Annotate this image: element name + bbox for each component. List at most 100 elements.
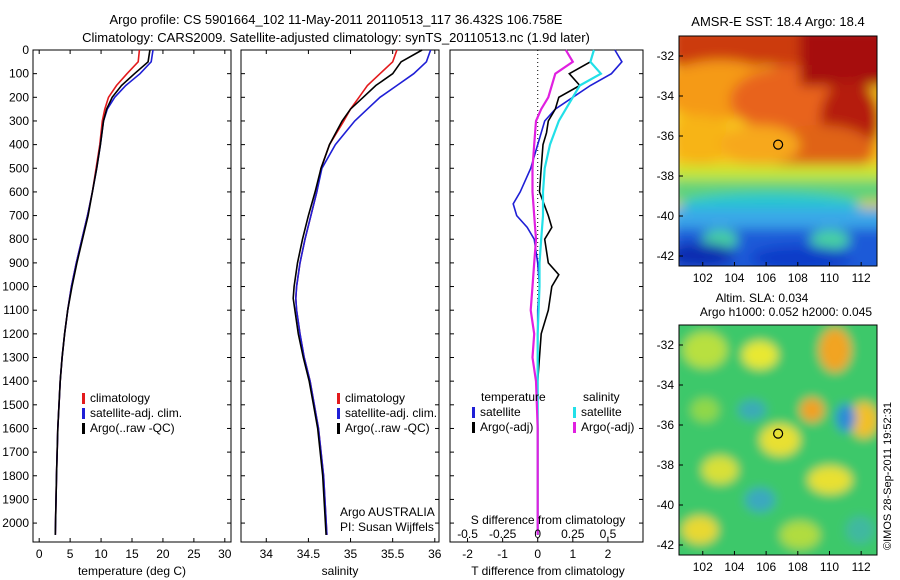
difference-legend-swatch bbox=[472, 407, 475, 418]
sla-map-title-line1: Altim. SLA: 0.034 bbox=[716, 291, 809, 305]
x-tick-label: 34.5 bbox=[297, 547, 321, 561]
map-lon-tick-label: 108 bbox=[788, 560, 808, 574]
difference-legend-label: satellite bbox=[480, 405, 521, 419]
depth-tick-label: 1400 bbox=[2, 374, 29, 388]
s-difference-tick-label: 0 bbox=[534, 527, 541, 541]
map-lon-tick-label: 102 bbox=[693, 560, 713, 574]
sst-argo-location-marker bbox=[773, 139, 784, 150]
s-difference-tick-label: 0.5 bbox=[600, 527, 617, 541]
map-lon-tick-label: 110 bbox=[820, 560, 839, 574]
temperature-legend-label: climatology bbox=[90, 391, 150, 405]
sst-map-title: AMSR-E SST: 18.4 Argo: 18.4 bbox=[691, 14, 864, 29]
s-difference-tick-label: -0.25 bbox=[489, 527, 517, 541]
depth-tick-label: 800 bbox=[9, 232, 29, 246]
depth-tick-label: 400 bbox=[9, 138, 29, 152]
map-lon-tick-label: 106 bbox=[756, 271, 776, 285]
imos-timestamp-label: ©IMOS 28-Sep-2011 19:52:31 bbox=[882, 402, 894, 550]
map-lon-tick-label: 108 bbox=[788, 271, 808, 285]
map-lat-tick-label: -36 bbox=[657, 129, 675, 143]
depth-tick-label: 1100 bbox=[3, 303, 29, 317]
x-tick-label: 0 bbox=[36, 547, 43, 561]
temperature-legend-label: Argo(..raw -QC) bbox=[90, 421, 175, 435]
map-lat-tick-label: -32 bbox=[657, 338, 675, 352]
x-tick-label: 36 bbox=[428, 547, 442, 561]
series-line bbox=[292, 49, 423, 535]
x-tick-label: 35 bbox=[344, 547, 358, 561]
salinity-legend-swatch bbox=[337, 393, 340, 404]
t-difference-axis-label: T difference from climatology bbox=[471, 564, 625, 578]
map-lon-tick-label: 112 bbox=[852, 271, 871, 285]
depth-tick-label: 2000 bbox=[2, 516, 29, 530]
figure-title-line1: Argo profile: CS 5901664_102 11-May-2011… bbox=[110, 12, 563, 27]
map-lat-tick-label: -42 bbox=[657, 538, 675, 552]
depth-tick-label: 500 bbox=[9, 161, 29, 175]
map-lat-tick-label: -40 bbox=[657, 209, 675, 223]
salinity-axis-label: salinity bbox=[322, 564, 359, 578]
depth-tick-label: 700 bbox=[9, 209, 29, 223]
x-tick-label: 15 bbox=[125, 547, 139, 561]
map-lat-tick-label: -32 bbox=[657, 49, 675, 63]
map-lat-tick-label: -42 bbox=[657, 249, 675, 263]
x-tick-label: 35.5 bbox=[381, 547, 405, 561]
map-lat-tick-label: -34 bbox=[657, 89, 675, 103]
x-tick-label: 10 bbox=[94, 547, 108, 561]
depth-tick-label: 1000 bbox=[2, 280, 29, 294]
depth-tick-label: 100 bbox=[9, 67, 29, 81]
difference-panel-frame bbox=[449, 49, 644, 543]
salinity-legend-label: climatology bbox=[345, 391, 405, 405]
difference-legend-swatch bbox=[472, 422, 475, 433]
map-lat-tick-label: -38 bbox=[657, 458, 675, 472]
map-lat-tick-label: -34 bbox=[657, 378, 675, 392]
depth-tick-label: 1700 bbox=[2, 445, 29, 459]
difference-legend-label: satellite bbox=[581, 405, 622, 419]
t-difference-tick-label: 2 bbox=[605, 547, 612, 561]
figure-title-line2: Climatology: CARS2009. Satellite-adjuste… bbox=[82, 30, 590, 45]
depth-tick-label: 0 bbox=[22, 43, 29, 57]
sst-map-heatmap bbox=[679, 36, 877, 266]
depth-tick-label: 1300 bbox=[2, 351, 29, 365]
depth-tick-label: 600 bbox=[9, 185, 29, 199]
difference-series-line bbox=[529, 49, 575, 535]
salinity-legend-swatch bbox=[337, 423, 340, 434]
sla-map-heatmap bbox=[679, 325, 877, 555]
temperature-legend-swatch bbox=[82, 408, 85, 419]
salinity-plot: 34 34.5 35 35.5 36 climatologysatellite-adj. … bbox=[260, 49, 442, 561]
depth-tick-label: 1600 bbox=[2, 421, 29, 435]
salinity-legend-swatch bbox=[337, 408, 340, 419]
t-difference-tick-label: 0 bbox=[534, 547, 541, 561]
sst-map-axes: 102 104 106 108 110 112 -32 -34 -36 -38 -40 -42 bbox=[657, 49, 871, 285]
difference-legend-label: Argo(-adj) bbox=[581, 420, 634, 434]
s-difference-axis-label: S difference from climatology bbox=[471, 513, 626, 527]
temperature-panel-frame bbox=[32, 49, 232, 543]
temperature-difference-legend-heading: temperature bbox=[481, 390, 546, 404]
map-lon-tick-label: 106 bbox=[756, 560, 776, 574]
t-difference-tick-label: 1 bbox=[569, 547, 576, 561]
depth-tick-label: 200 bbox=[9, 90, 29, 104]
depth-tick-label: 300 bbox=[9, 114, 29, 128]
map-lon-tick-label: 104 bbox=[724, 560, 744, 574]
temperature-axis-label: temperature (deg C) bbox=[78, 564, 186, 578]
difference-plot: -2 -1 0 1 2 -0.5 -0.25 0 0.25 0.5 temperature salin… bbox=[457, 49, 634, 561]
map-lon-tick-label: 110 bbox=[820, 271, 839, 285]
map-lon-tick-label: 102 bbox=[693, 271, 713, 285]
difference-legend-label: Argo(-adj) bbox=[480, 420, 533, 434]
map-lon-tick-label: 104 bbox=[724, 271, 744, 285]
depth-tick-label: 1200 bbox=[2, 327, 29, 341]
temperature-legend-swatch bbox=[82, 393, 85, 404]
t-difference-tick-label: -2 bbox=[462, 547, 473, 561]
map-lat-tick-label: -36 bbox=[657, 418, 675, 432]
map-lon-tick-label: 112 bbox=[852, 560, 871, 574]
sla-map-axes: 102 104 106 108 110 112 -32 -34 -36 -38 -40 -42 bbox=[657, 338, 871, 574]
salinity-legend-label: Argo(..raw -QC) bbox=[345, 421, 430, 435]
series-line bbox=[54, 49, 154, 535]
argo-program-label: Argo AUSTRALIA bbox=[340, 505, 435, 519]
s-difference-tick-label: -0.5 bbox=[457, 527, 478, 541]
depth-tick-label: 1500 bbox=[2, 398, 29, 412]
pi-label: PI: Susan Wijffels bbox=[340, 520, 434, 534]
x-tick-label: 20 bbox=[156, 547, 170, 561]
difference-series-line bbox=[536, 49, 595, 535]
temperature-legend-label: satellite-adj. clim. bbox=[90, 406, 182, 420]
x-tick-label: 34 bbox=[260, 547, 274, 561]
sst-map-frame bbox=[678, 35, 878, 267]
